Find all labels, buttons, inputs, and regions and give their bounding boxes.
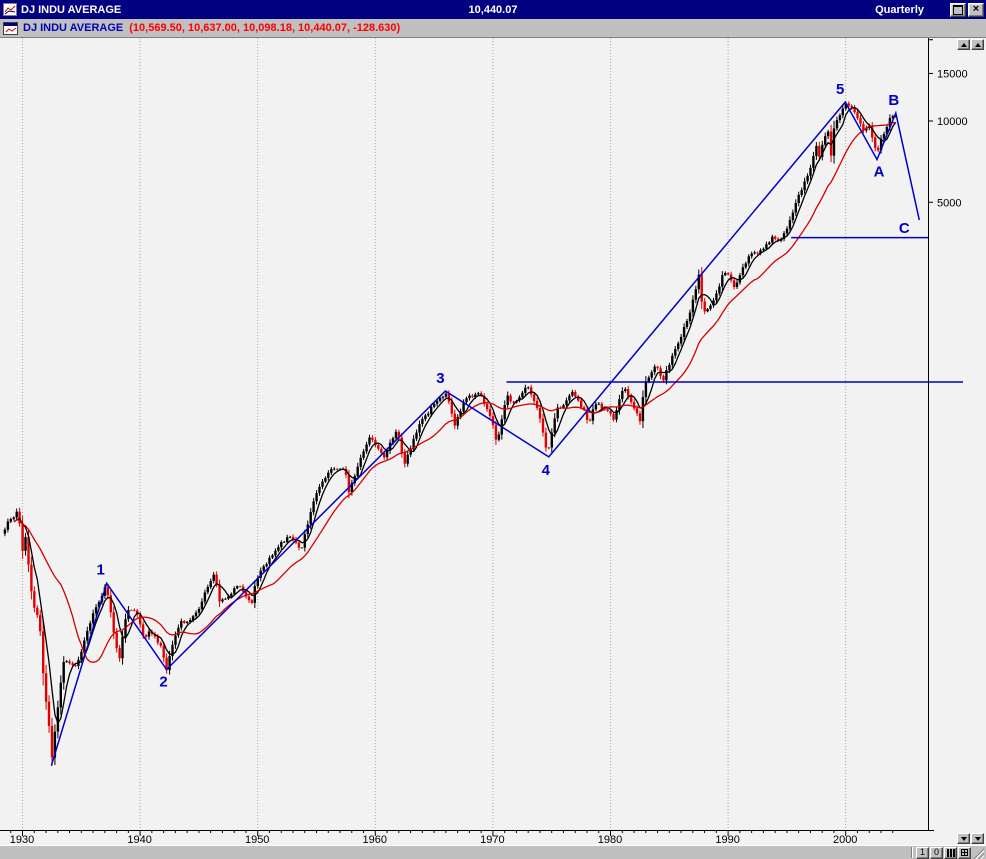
y-axis-scroll-controls-bottom bbox=[957, 833, 984, 844]
wave-label-4: 4 bbox=[542, 462, 551, 479]
chart-window-icon[interactable] bbox=[3, 21, 18, 35]
scale-zero-button[interactable]: 0 bbox=[930, 846, 943, 859]
x-axis-label: 1990 bbox=[715, 834, 739, 846]
close-button[interactable]: × bbox=[968, 2, 984, 17]
title-bar: DJ INDU AVERAGE 10,440.07 Quarterly × bbox=[0, 0, 986, 19]
bars-icon bbox=[946, 848, 955, 857]
zoom-out-y-button[interactable] bbox=[971, 833, 984, 844]
down-arrow-icon bbox=[960, 836, 967, 841]
up-arrow-icon bbox=[974, 42, 981, 47]
wave-label-3: 3 bbox=[436, 370, 444, 387]
close-icon: × bbox=[972, 3, 980, 15]
wave-label-A: A bbox=[874, 164, 885, 181]
wave-label-2: 2 bbox=[159, 674, 167, 691]
down-arrow-icon bbox=[974, 836, 981, 841]
window-title: DJ INDU AVERAGE bbox=[21, 3, 122, 16]
up-arrow-icon bbox=[960, 42, 967, 47]
chart-header: DJ INDU AVERAGE (10,569.50, 10,637.00, 1… bbox=[0, 19, 986, 37]
x-axis-label: 1950 bbox=[245, 834, 269, 846]
wave-label-1: 1 bbox=[97, 561, 105, 578]
x-axis-label: 1940 bbox=[127, 834, 151, 846]
wave-label-B: B bbox=[888, 92, 899, 109]
scale-one-button[interactable]: 1 bbox=[916, 846, 929, 859]
x-axis-label: 1980 bbox=[598, 834, 622, 846]
moving-average-5 bbox=[13, 106, 897, 725]
restore-button[interactable] bbox=[950, 2, 966, 17]
decade-gridlines bbox=[22, 38, 847, 830]
zoom-in-y-button[interactable] bbox=[971, 39, 984, 50]
moving-average-20 bbox=[13, 121, 896, 663]
app-icon[interactable] bbox=[3, 3, 17, 16]
toolbar-divider bbox=[911, 847, 913, 858]
x-axis-label: 1970 bbox=[480, 834, 504, 846]
y-axis-label: 5000 bbox=[937, 197, 961, 209]
x-axis-label: 1960 bbox=[363, 834, 387, 846]
periodicity-label: Quarterly bbox=[875, 3, 924, 16]
header-ohlc-values: (10,569.50, 10,637.00, 10,098.18, 10,440… bbox=[129, 22, 401, 34]
header-symbol: DJ INDU AVERAGE bbox=[23, 22, 124, 34]
title-last-price: 10,440.07 bbox=[468, 3, 518, 16]
restore-icon bbox=[953, 4, 963, 15]
chart-area: 1930 1940 1950 1960 1970 1980 1990 2000 15000 100… bbox=[0, 37, 986, 846]
wave-label-5: 5 bbox=[836, 81, 844, 98]
y-axis-label: 10000 bbox=[937, 116, 968, 128]
price-chart[interactable]: 1930 1940 1950 1960 1970 1980 1990 200015000100… bbox=[0, 38, 986, 846]
y-axis-scroll-controls bbox=[957, 39, 984, 50]
bottom-toolbar: 1 0 bbox=[0, 845, 986, 859]
resize-grip[interactable] bbox=[972, 846, 984, 859]
wave-label-C: C bbox=[899, 220, 910, 237]
axes: 1930 1940 1950 1960 1970 1980 1990 200015000100… bbox=[0, 38, 968, 846]
x-axis-label: 1930 bbox=[10, 834, 34, 846]
grid-style-button[interactable] bbox=[958, 846, 971, 859]
bar-style-button[interactable] bbox=[944, 846, 957, 859]
scroll-down-button[interactable] bbox=[957, 833, 970, 844]
elliott-wave-overlay: 1 2 3 4 5 A B C bbox=[50, 81, 963, 766]
x-axis-label: 2000 bbox=[833, 834, 857, 846]
scroll-up-button[interactable] bbox=[957, 39, 970, 50]
y-axis-label: 15000 bbox=[937, 68, 968, 80]
grid-icon bbox=[961, 849, 968, 856]
